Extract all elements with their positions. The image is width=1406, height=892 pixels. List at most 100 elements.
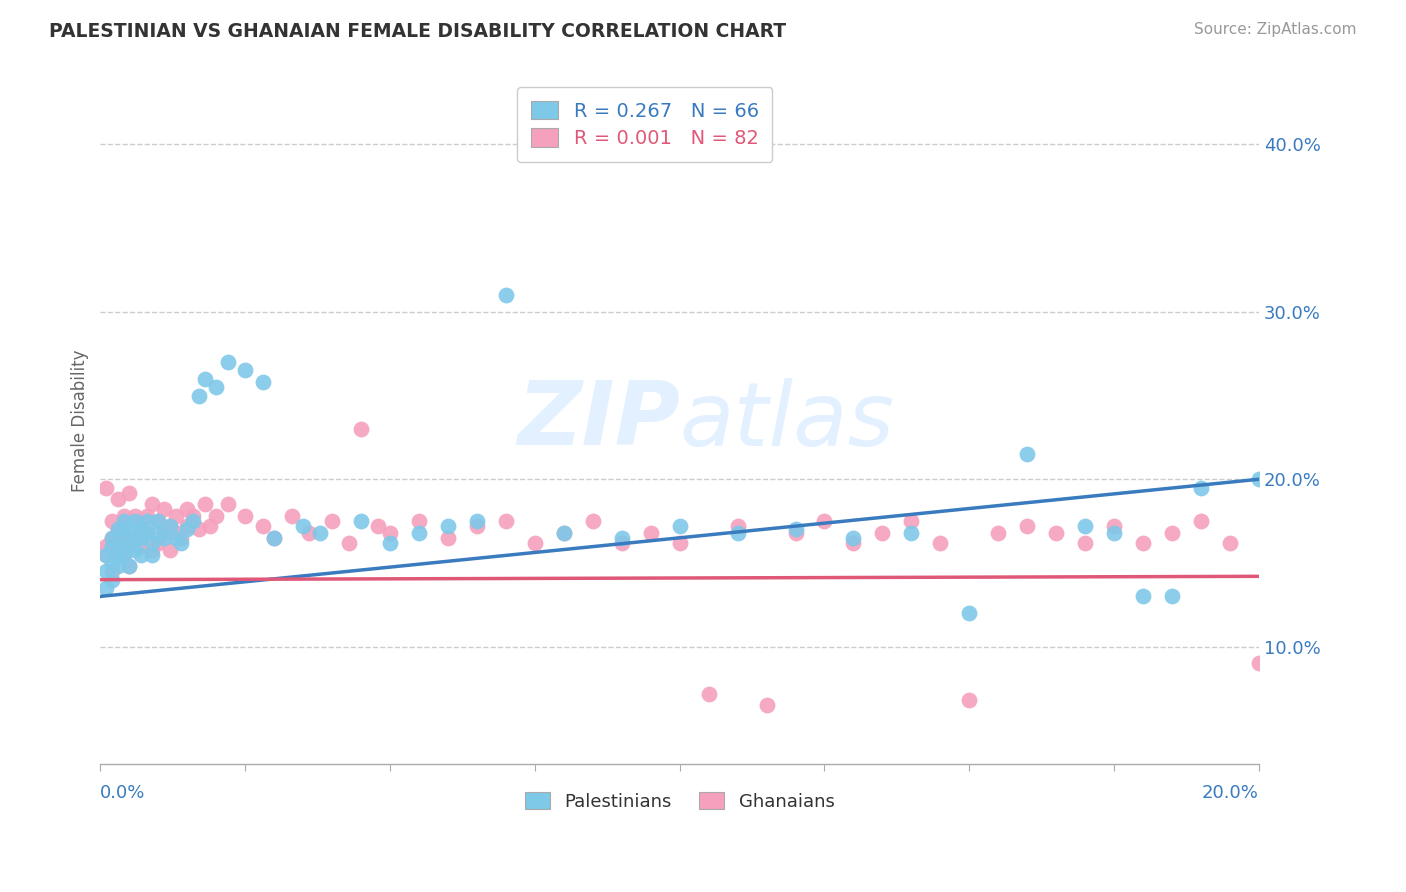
Point	[252, 519, 274, 533]
Point	[181, 509, 204, 524]
Point	[148, 514, 170, 528]
Point	[124, 531, 146, 545]
Point	[495, 514, 517, 528]
Point	[112, 531, 135, 545]
Point	[141, 542, 163, 557]
Text: ZIP: ZIP	[517, 377, 679, 464]
Point	[842, 536, 865, 550]
Point	[252, 375, 274, 389]
Point	[1074, 519, 1097, 533]
Point	[112, 548, 135, 562]
Point	[1161, 525, 1184, 540]
Point	[1102, 519, 1125, 533]
Point	[94, 539, 117, 553]
Point	[292, 519, 315, 533]
Point	[94, 548, 117, 562]
Point	[987, 525, 1010, 540]
Point	[437, 531, 460, 545]
Point	[112, 534, 135, 549]
Point	[1306, 714, 1329, 729]
Point	[101, 539, 124, 553]
Point	[194, 497, 217, 511]
Point	[118, 559, 141, 574]
Point	[159, 542, 181, 557]
Point	[298, 525, 321, 540]
Point	[129, 531, 152, 545]
Point	[465, 514, 488, 528]
Point	[350, 422, 373, 436]
Point	[1277, 710, 1299, 724]
Point	[148, 536, 170, 550]
Point	[187, 388, 209, 402]
Point	[194, 372, 217, 386]
Point	[129, 523, 152, 537]
Point	[124, 531, 146, 545]
Point	[263, 531, 285, 545]
Point	[668, 519, 690, 533]
Point	[107, 548, 129, 562]
Point	[553, 525, 575, 540]
Point	[94, 481, 117, 495]
Point	[1017, 447, 1039, 461]
Point	[233, 509, 256, 524]
Text: Source: ZipAtlas.com: Source: ZipAtlas.com	[1194, 22, 1357, 37]
Point	[170, 531, 193, 545]
Point	[321, 514, 343, 528]
Point	[367, 519, 389, 533]
Point	[1132, 536, 1154, 550]
Point	[1045, 525, 1067, 540]
Point	[107, 542, 129, 557]
Point	[465, 519, 488, 533]
Point	[141, 497, 163, 511]
Point	[124, 542, 146, 557]
Point	[408, 514, 430, 528]
Text: 20.0%: 20.0%	[1202, 784, 1258, 802]
Text: 0.0%: 0.0%	[100, 784, 146, 802]
Legend: Palestinians, Ghanaians: Palestinians, Ghanaians	[512, 780, 848, 823]
Point	[309, 525, 332, 540]
Point	[668, 536, 690, 550]
Point	[378, 536, 401, 550]
Point	[101, 514, 124, 528]
Point	[148, 514, 170, 528]
Point	[1132, 590, 1154, 604]
Point	[785, 525, 807, 540]
Point	[112, 548, 135, 562]
Point	[94, 548, 117, 562]
Point	[159, 519, 181, 533]
Point	[1161, 590, 1184, 604]
Point	[1247, 657, 1270, 671]
Point	[129, 548, 152, 562]
Point	[129, 539, 152, 553]
Point	[1219, 536, 1241, 550]
Point	[553, 525, 575, 540]
Point	[124, 509, 146, 524]
Text: atlas: atlas	[679, 377, 894, 464]
Point	[148, 525, 170, 540]
Point	[135, 509, 157, 524]
Point	[165, 525, 187, 540]
Point	[101, 573, 124, 587]
Point	[112, 523, 135, 537]
Point	[1189, 514, 1212, 528]
Point	[957, 693, 980, 707]
Point	[165, 531, 187, 545]
Point	[217, 355, 239, 369]
Point	[582, 514, 605, 528]
Point	[118, 523, 141, 537]
Point	[107, 523, 129, 537]
Point	[929, 536, 952, 550]
Point	[339, 536, 361, 550]
Point	[785, 523, 807, 537]
Point	[495, 288, 517, 302]
Point	[153, 531, 176, 545]
Point	[101, 531, 124, 545]
Point	[378, 525, 401, 540]
Point	[727, 525, 749, 540]
Point	[900, 525, 922, 540]
Point	[697, 686, 720, 700]
Point	[1074, 536, 1097, 550]
Point	[170, 536, 193, 550]
Point	[101, 531, 124, 545]
Point	[165, 509, 187, 524]
